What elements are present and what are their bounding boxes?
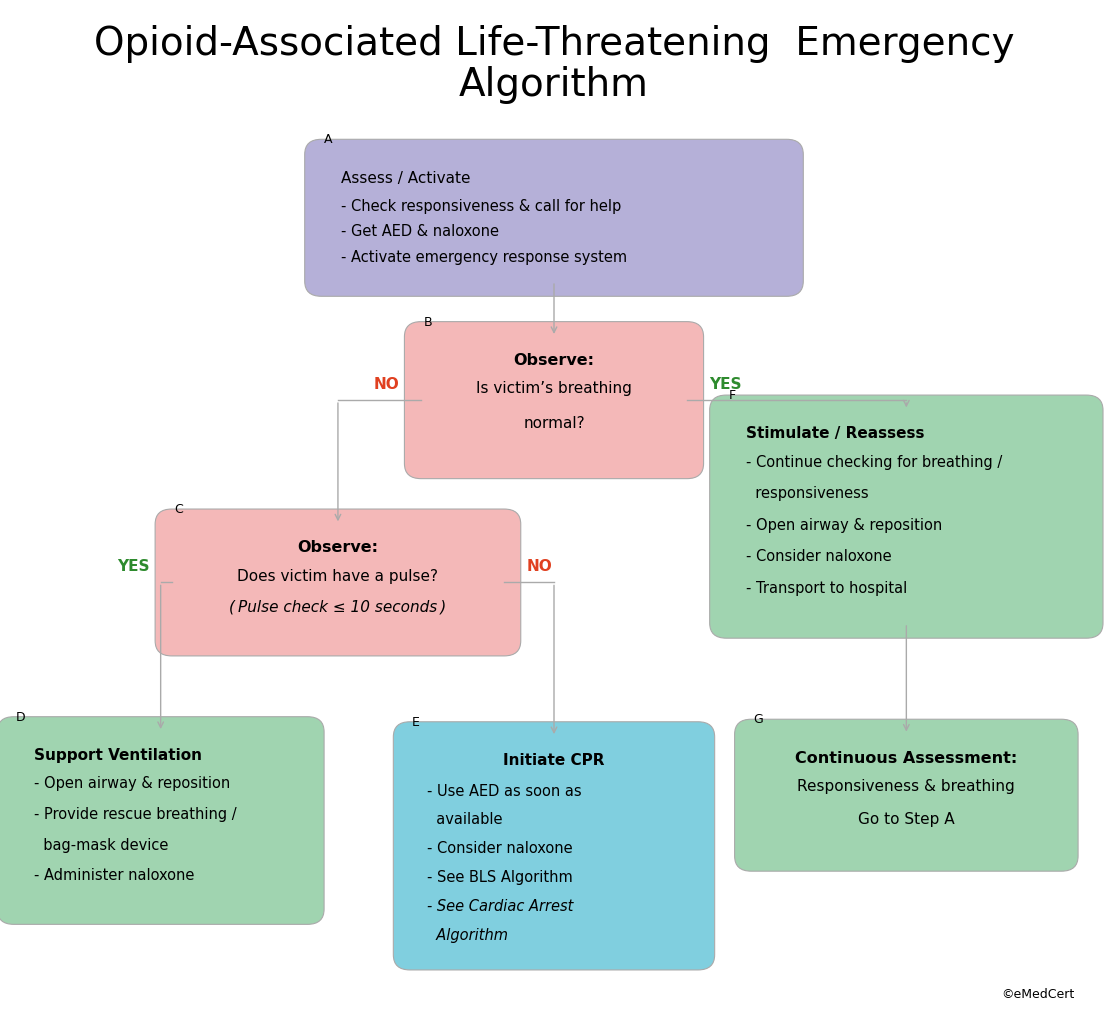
Text: Observe:: Observe: bbox=[297, 541, 379, 555]
FancyBboxPatch shape bbox=[735, 719, 1078, 871]
Text: - See BLS Algorithm: - See BLS Algorithm bbox=[427, 870, 573, 885]
Text: available: available bbox=[427, 812, 502, 828]
FancyBboxPatch shape bbox=[155, 509, 521, 656]
Text: Assess / Activate: Assess / Activate bbox=[341, 170, 471, 185]
Text: YES: YES bbox=[709, 377, 741, 392]
Text: Stimulate / Reassess: Stimulate / Reassess bbox=[747, 426, 925, 442]
Text: - Provide rescue breathing /: - Provide rescue breathing / bbox=[33, 807, 236, 823]
FancyBboxPatch shape bbox=[709, 395, 1102, 638]
FancyBboxPatch shape bbox=[0, 717, 325, 924]
Text: bag-mask device: bag-mask device bbox=[33, 838, 168, 853]
Text: Opioid-Associated Life-Threatening  Emergency: Opioid-Associated Life-Threatening Emerg… bbox=[94, 25, 1014, 64]
Text: ( Pulse check ≤ 10 seconds ): ( Pulse check ≤ 10 seconds ) bbox=[229, 600, 447, 615]
Text: Go to Step A: Go to Step A bbox=[858, 811, 955, 827]
Text: - Administer naloxone: - Administer naloxone bbox=[33, 868, 194, 883]
Text: E: E bbox=[412, 716, 420, 729]
Text: - Get AED & naloxone: - Get AED & naloxone bbox=[341, 224, 500, 239]
Text: - Check responsiveness & call for help: - Check responsiveness & call for help bbox=[341, 199, 622, 214]
Text: ©eMedCert: ©eMedCert bbox=[1002, 988, 1075, 1001]
Text: - Transport to hospital: - Transport to hospital bbox=[747, 580, 907, 596]
Text: NO: NO bbox=[373, 377, 399, 392]
Text: YES: YES bbox=[117, 559, 150, 574]
FancyBboxPatch shape bbox=[305, 139, 803, 296]
Text: Does victim have a pulse?: Does victim have a pulse? bbox=[237, 569, 439, 583]
Text: A: A bbox=[324, 134, 332, 146]
Text: - See Cardiac Arrest: - See Cardiac Arrest bbox=[427, 899, 573, 914]
Text: - Activate emergency response system: - Activate emergency response system bbox=[341, 249, 627, 264]
Text: - Consider naloxone: - Consider naloxone bbox=[427, 841, 572, 856]
Text: NO: NO bbox=[526, 559, 552, 574]
Text: Algorithm: Algorithm bbox=[459, 66, 649, 104]
FancyBboxPatch shape bbox=[404, 322, 704, 478]
Text: B: B bbox=[423, 316, 432, 328]
Text: - Consider naloxone: - Consider naloxone bbox=[747, 549, 892, 564]
Text: Observe:: Observe: bbox=[513, 354, 595, 368]
Text: Algorithm: Algorithm bbox=[427, 928, 507, 943]
Text: F: F bbox=[729, 389, 736, 402]
FancyBboxPatch shape bbox=[393, 721, 715, 970]
Text: - Open airway & reposition: - Open airway & reposition bbox=[33, 777, 230, 791]
Text: D: D bbox=[16, 711, 25, 723]
Text: responsiveness: responsiveness bbox=[747, 486, 869, 501]
Text: Is victim’s breathing: Is victim’s breathing bbox=[476, 382, 632, 396]
Text: - Open airway & reposition: - Open airway & reposition bbox=[747, 518, 943, 533]
Text: - Continue checking for breathing /: - Continue checking for breathing / bbox=[747, 455, 1003, 470]
Text: Continuous Assessment:: Continuous Assessment: bbox=[796, 751, 1017, 766]
Text: normal?: normal? bbox=[523, 415, 585, 431]
Text: Support Ventilation: Support Ventilation bbox=[33, 748, 202, 763]
Text: C: C bbox=[174, 503, 183, 517]
Text: - Use AED as soon as: - Use AED as soon as bbox=[427, 784, 582, 798]
Text: G: G bbox=[753, 713, 763, 726]
Text: Initiate CPR: Initiate CPR bbox=[503, 754, 605, 768]
Text: Responsiveness & breathing: Responsiveness & breathing bbox=[798, 779, 1015, 794]
